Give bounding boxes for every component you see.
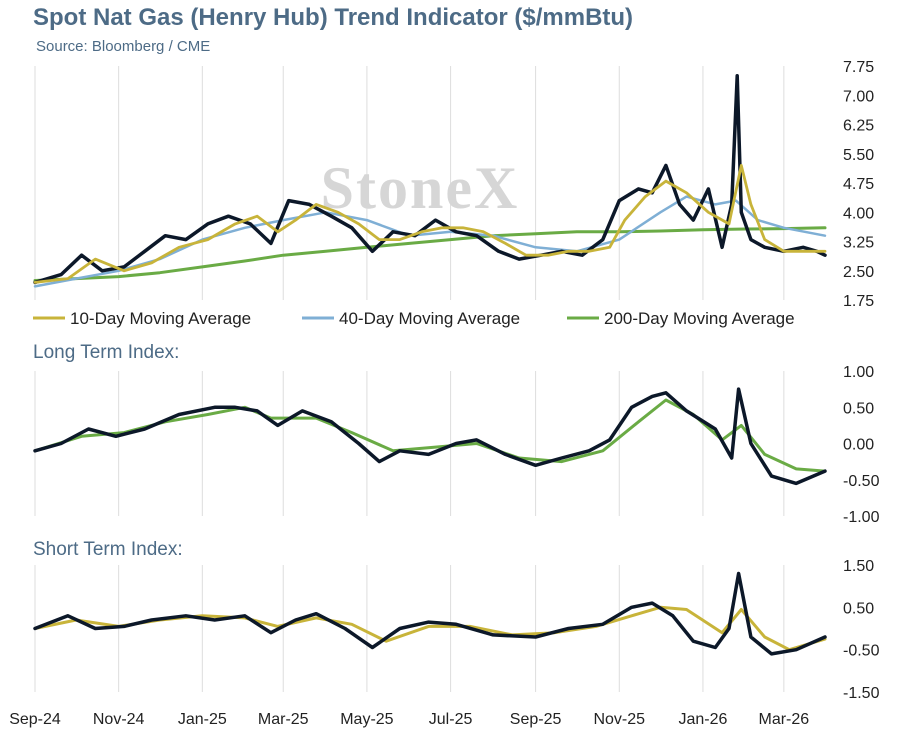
y-tick-label: 1.50 xyxy=(843,558,874,575)
y-tick-label: 5.50 xyxy=(843,147,874,164)
y-tick-label: -1.00 xyxy=(843,509,880,526)
x-tick-label: Mar-25 xyxy=(258,711,309,728)
x-tick-label: Jul-25 xyxy=(429,711,473,728)
y-tick-label: 7.75 xyxy=(843,59,874,76)
legend-label: 10-Day Moving Average xyxy=(70,309,251,328)
y-tick-label: 0.00 xyxy=(843,437,874,454)
series-layer xyxy=(33,74,827,656)
long-term-signal-line xyxy=(33,398,827,473)
watermark-logo: StoneX xyxy=(321,155,520,221)
legend-label: 200-Day Moving Average xyxy=(604,309,795,328)
legend: 10-Day Moving Average 40-Day Moving Avera… xyxy=(33,309,795,328)
y-tick-label: 6.25 xyxy=(843,118,874,135)
y-tick-label: -1.50 xyxy=(843,685,880,702)
ma200-line xyxy=(33,226,827,282)
short-term-index-title: Short Term Index: xyxy=(33,539,183,560)
y-tick-label: 1.75 xyxy=(843,293,874,310)
y-tick-label: 2.50 xyxy=(843,264,874,281)
y-tick-label: 0.50 xyxy=(843,400,874,417)
x-tick-label: Sep-24 xyxy=(9,711,61,728)
x-tick-label: Jan-25 xyxy=(178,711,227,728)
long-term-index-title: Long Term Index: xyxy=(33,342,180,363)
x-tick-label: Nov-24 xyxy=(93,711,145,728)
y-tick-label: -0.50 xyxy=(843,473,880,490)
ma10-line xyxy=(33,163,827,284)
short-term-index-line xyxy=(33,571,827,656)
y-tick-label: 0.50 xyxy=(843,600,874,617)
y-tick-label: 4.75 xyxy=(843,176,874,193)
chart-title: Spot Nat Gas (Henry Hub) Trend Indicator… xyxy=(33,4,634,31)
x-tick-label: Mar-26 xyxy=(759,711,810,728)
legend-label: 40-Day Moving Average xyxy=(339,309,520,328)
axis-layer: Sep-24 Nov-24 Jan-25 Mar-25 May-25 Jul-25 Sep-… xyxy=(9,59,879,728)
x-tick-label: Sep-25 xyxy=(510,711,562,728)
y-tick-label: 7.00 xyxy=(843,88,874,105)
y-tick-label: 3.25 xyxy=(843,235,874,252)
spot-price-line xyxy=(33,74,827,285)
x-tick-label: Jan-26 xyxy=(678,711,727,728)
y-tick-label: 1.00 xyxy=(843,364,874,381)
long-term-index-line xyxy=(33,387,827,486)
x-tick-label: May-25 xyxy=(340,711,393,728)
y-tick-label: 4.00 xyxy=(843,205,874,222)
chart-subtitle: Source: Bloomberg / CME xyxy=(36,38,211,55)
y-tick-label: -0.50 xyxy=(843,643,880,660)
x-tick-label: Nov-25 xyxy=(593,711,645,728)
